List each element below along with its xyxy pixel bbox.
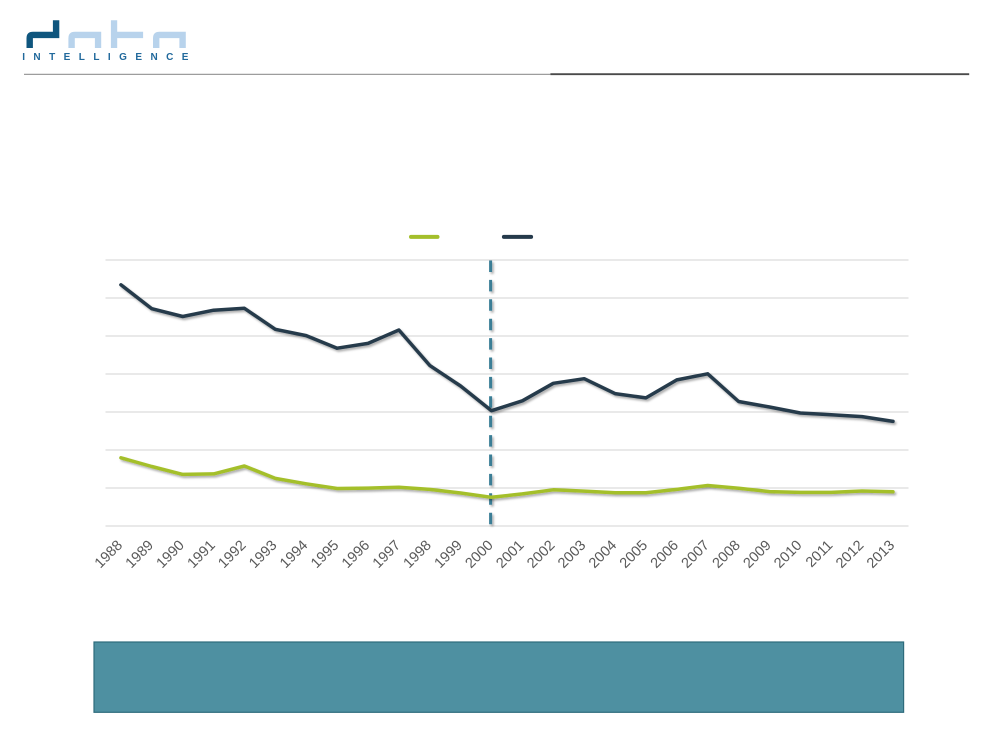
- svg-text:2010: 2010: [771, 538, 805, 572]
- svg-text:2011: 2011: [803, 538, 836, 571]
- svg-text:2012: 2012: [833, 538, 867, 572]
- svg-text:1988: 1988: [92, 538, 126, 572]
- svg-text:1994: 1994: [277, 538, 311, 572]
- svg-text:2006: 2006: [648, 538, 682, 572]
- svg-text:1999: 1999: [432, 538, 466, 572]
- svg-text:2013: 2013: [864, 538, 898, 572]
- svg-text:2000: 2000: [462, 538, 496, 572]
- svg-text:1997: 1997: [370, 538, 404, 572]
- svg-text:2009: 2009: [740, 538, 774, 572]
- svg-text:1996: 1996: [339, 538, 373, 572]
- svg-text:1998: 1998: [401, 538, 435, 572]
- svg-text:2004: 2004: [586, 538, 620, 572]
- svg-text:2001: 2001: [493, 538, 527, 572]
- svg-text:1993: 1993: [246, 538, 280, 572]
- svg-text:2007: 2007: [679, 538, 713, 572]
- svg-text:1992: 1992: [215, 538, 249, 572]
- svg-text:2002: 2002: [524, 538, 558, 572]
- svg-text:1995: 1995: [308, 538, 342, 572]
- svg-text:1991: 1991: [185, 538, 219, 572]
- svg-text:INTELLIGENCE: INTELLIGENCE: [22, 52, 197, 63]
- svg-text:2003: 2003: [555, 538, 589, 572]
- svg-text:2008: 2008: [710, 538, 744, 572]
- svg-text:1990: 1990: [154, 538, 188, 572]
- svg-text:1989: 1989: [123, 538, 157, 572]
- svg-text:2005: 2005: [617, 538, 651, 572]
